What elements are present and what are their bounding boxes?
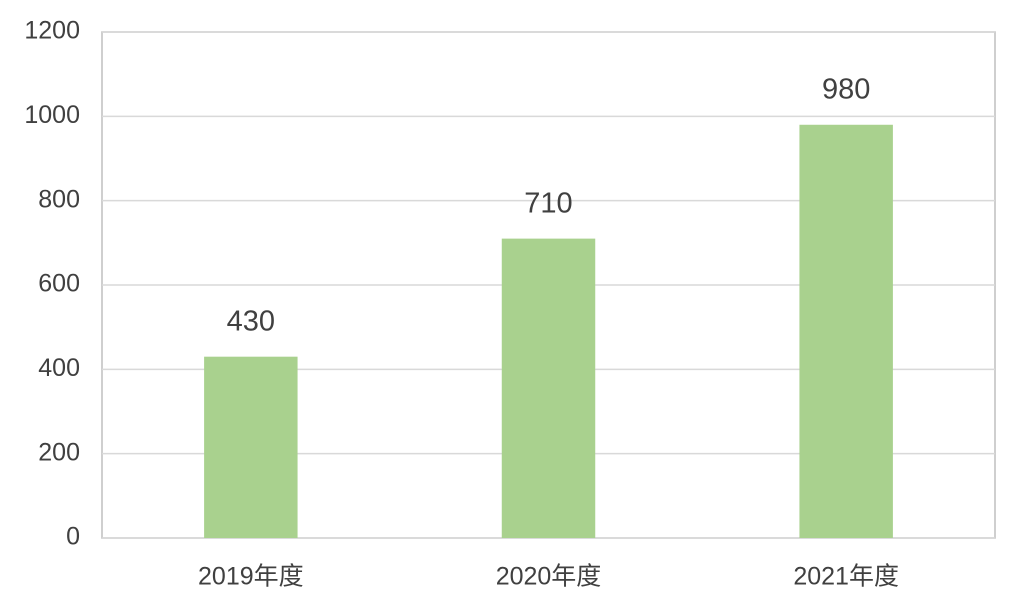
data-label: 430	[227, 305, 275, 337]
y-tick-label: 200	[38, 438, 80, 466]
x-tick-label: 2019年度	[198, 563, 304, 591]
x-tick-label: 2020年度	[496, 563, 602, 591]
bar	[501, 238, 596, 538]
data-label: 980	[822, 73, 870, 105]
y-tick-label: 1200	[24, 17, 80, 45]
y-tick-label: 400	[38, 354, 80, 382]
y-tick-label: 600	[38, 270, 80, 298]
x-tick-label: 2021年度	[793, 563, 899, 591]
y-tick-label: 0	[66, 523, 80, 551]
data-label: 710	[524, 187, 572, 219]
y-tick-label: 800	[38, 185, 80, 213]
bar	[799, 124, 893, 539]
y-tick-label: 1000	[24, 101, 80, 129]
bar	[204, 356, 298, 538]
